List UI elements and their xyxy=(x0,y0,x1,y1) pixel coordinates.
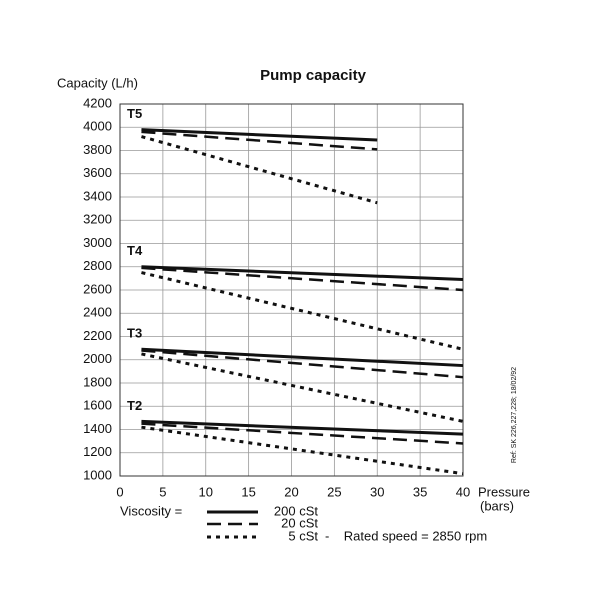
x-tick-label: 15 xyxy=(241,484,255,499)
y-tick-label: 1800 xyxy=(83,374,112,389)
y-tick-label: 1400 xyxy=(83,421,112,436)
y-tick-label: 1000 xyxy=(83,467,112,482)
capacity-line xyxy=(141,349,464,379)
legend-label: 5 cSt xyxy=(288,528,318,543)
x-tick-label: 25 xyxy=(327,484,341,499)
legend-label: 200 cSt xyxy=(274,503,318,518)
y-tick-label: 4200 xyxy=(83,95,112,110)
legend-title: Viscosity = xyxy=(120,503,182,518)
x-tick-label: 35 xyxy=(413,484,427,499)
legend-label: 20 cSt xyxy=(281,515,318,530)
series-label: T5 xyxy=(127,106,142,121)
y-tick-label: 3000 xyxy=(83,235,112,250)
capacity-line xyxy=(141,425,464,476)
capacity-line xyxy=(141,128,378,142)
x-tick-label: 0 xyxy=(116,484,123,499)
x-tick-label: 20 xyxy=(284,484,298,499)
capacity-line xyxy=(141,352,464,423)
capacity-line xyxy=(141,265,464,282)
x-axis-label: (bars) xyxy=(480,498,514,513)
series-label: T2 xyxy=(127,398,142,413)
y-tick-label: 2000 xyxy=(83,351,112,366)
y-tick-label: 3200 xyxy=(83,212,112,227)
y-tick-label: 2600 xyxy=(83,281,112,296)
capacity-line xyxy=(141,422,464,445)
capacity-line xyxy=(141,266,464,292)
note: - Rated speed = 2850 rpm xyxy=(325,528,487,543)
y-tick-label: 1200 xyxy=(83,444,112,459)
y-tick-label: 3800 xyxy=(83,142,112,157)
x-tick-label: 30 xyxy=(370,484,384,499)
y-tick-label: 3400 xyxy=(83,188,112,203)
y-tick-label: 2200 xyxy=(83,328,112,343)
y-tick-label: 2800 xyxy=(83,258,112,273)
y-tick-label: 2400 xyxy=(83,305,112,320)
capacity-line xyxy=(141,130,378,151)
y-tick-label: 3600 xyxy=(83,165,112,180)
x-tick-label: 10 xyxy=(199,484,213,499)
reference: Ref: SK 226,227,228; 18/02/92 xyxy=(511,367,518,463)
capacity-line xyxy=(141,347,464,368)
series-label: T3 xyxy=(127,326,142,341)
capacity-line xyxy=(141,419,464,436)
x-tick-label: 5 xyxy=(159,484,166,499)
x-axis-label: Pressure xyxy=(478,484,530,499)
y-axis-label: Capacity (L/h) xyxy=(57,75,138,90)
series-label: T4 xyxy=(127,243,143,258)
y-tick-label: 1600 xyxy=(83,398,112,413)
x-tick-label: 40 xyxy=(456,484,470,499)
chart-title: Pump capacity xyxy=(260,67,367,84)
capacity-line xyxy=(141,271,464,351)
y-tick-label: 4000 xyxy=(83,119,112,134)
